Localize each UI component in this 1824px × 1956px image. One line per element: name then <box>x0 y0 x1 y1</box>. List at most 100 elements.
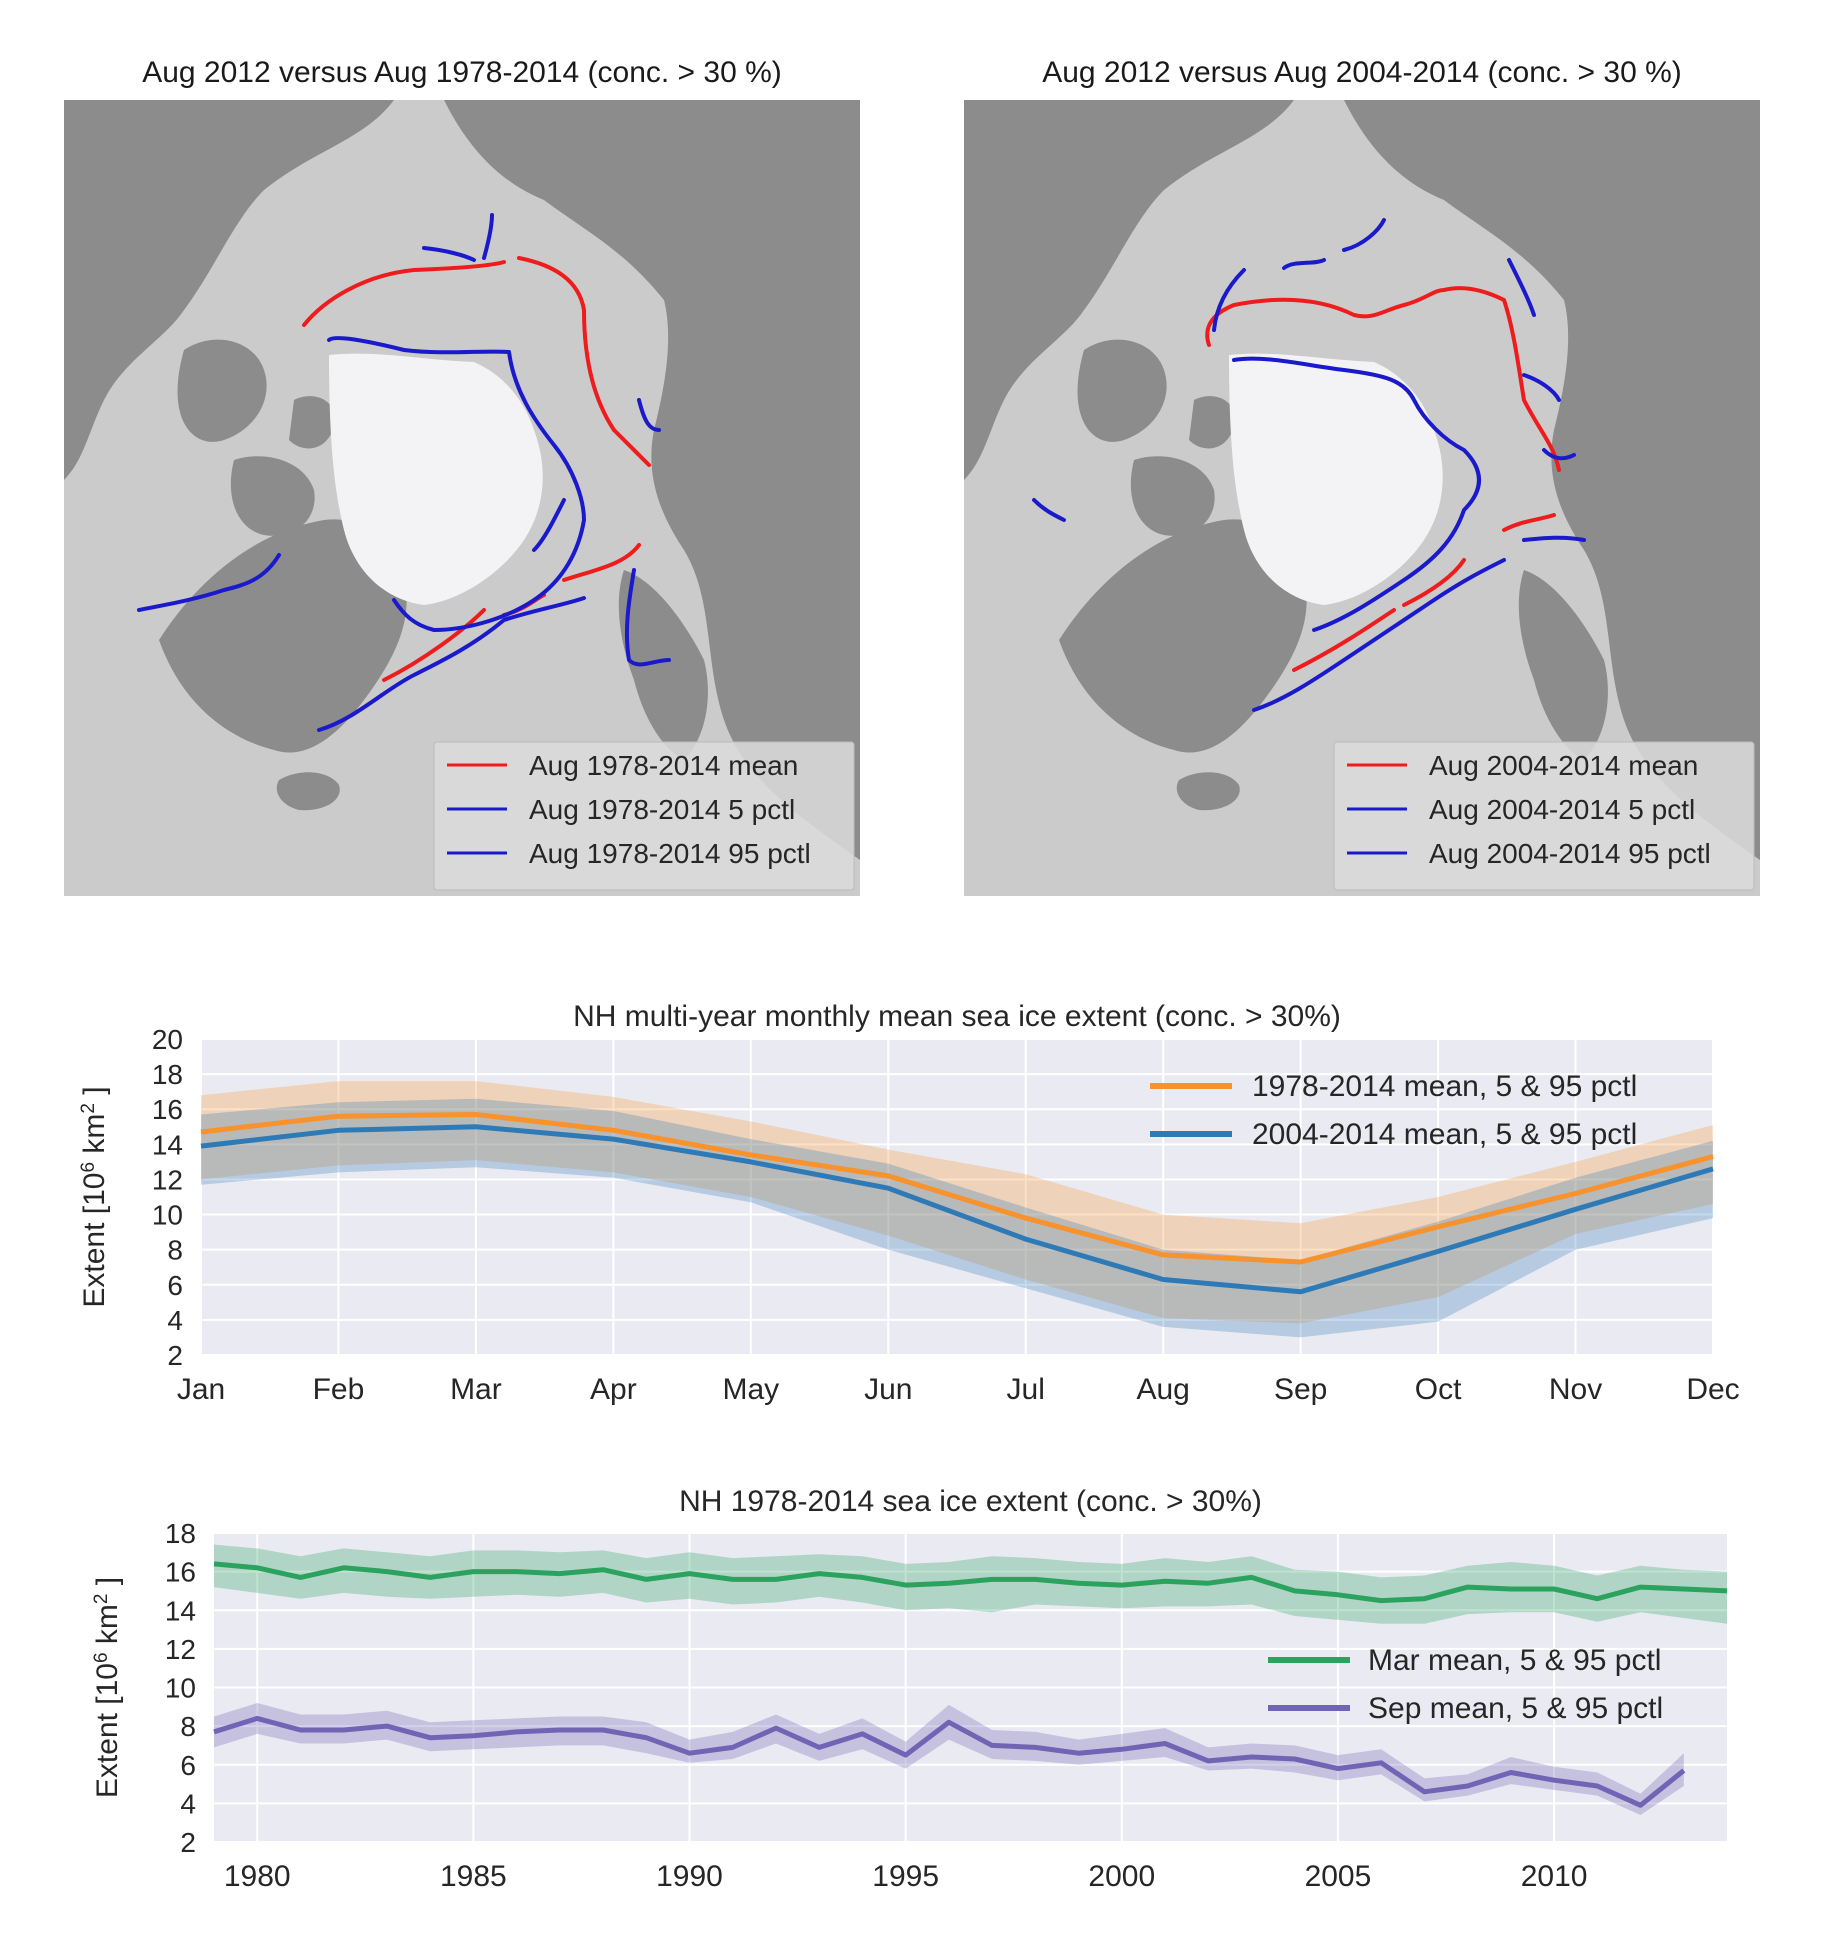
x-tick-label: Mar <box>450 1373 502 1406</box>
map-1-legend: Aug 1978-2014 mean Aug 1978-2014 5 pctl … <box>433 741 855 891</box>
x-tick-label: Jan <box>177 1373 225 1406</box>
mean-contour-greenland-sea <box>1292 558 1466 672</box>
pctl95-contour-atlantic <box>1252 558 1506 712</box>
pctl95-contour-beaufort <box>137 553 281 612</box>
y-axis-label-superscript: 2 <box>91 1594 112 1605</box>
land-north-america <box>64 100 394 480</box>
land-iceland <box>1176 772 1240 811</box>
sea-ice-2012 <box>1229 353 1443 605</box>
map-2-title: Aug 2012 versus Aug 2004-2014 (conc. > 3… <box>1042 56 1682 89</box>
y-tick-label: 18 <box>165 1518 196 1549</box>
y-tick-label: 2 <box>167 1340 183 1371</box>
land-eurasia <box>1344 100 1760 860</box>
x-tick-label: 2000 <box>1088 1860 1155 1893</box>
x-tick-label: Nov <box>1549 1373 1602 1406</box>
x-tick-label: 1985 <box>440 1860 507 1893</box>
x-tick-label: May <box>722 1373 779 1406</box>
pctl-band-1 <box>201 1098 1713 1338</box>
x-tick-label: Apr <box>590 1373 637 1406</box>
y-tick-label: 12 <box>165 1634 196 1665</box>
y-axis-label: Extent [106 km2 ] <box>91 1577 125 1798</box>
y-axis-label-superscript: 6 <box>91 1652 112 1663</box>
pctl95-contour-laptev <box>637 398 661 432</box>
x-tick-label: Sep <box>1274 1373 1327 1406</box>
y-tick-label: 8 <box>167 1235 183 1266</box>
legend-5pctl-label: Aug 2004-2014 5 pctl <box>1429 794 1695 825</box>
annual-extent-chart: NH 1978-2014 sea ice extent (conc. > 30%… <box>91 1485 1728 1893</box>
y-tick-label: 14 <box>152 1129 183 1160</box>
y-tick-label: 12 <box>152 1164 183 1195</box>
pctl95-contour-siberia <box>422 213 494 262</box>
y-tick-label: 6 <box>180 1750 196 1781</box>
legend-label: Mar mean, 5 & 95 pctl <box>1368 1644 1661 1677</box>
legend-95pctl-label: Aug 1978-2014 95 pctl <box>529 838 811 869</box>
pctl95-contour-laptev <box>1507 258 1576 461</box>
y-tick-label: 16 <box>152 1094 183 1125</box>
mean-line-1 <box>200 1124 1714 1295</box>
legend-95pctl-label: Aug 2004-2014 95 pctl <box>1429 838 1711 869</box>
mean-contour-east <box>1502 298 1561 472</box>
y-axis-label-part: ] <box>91 1577 124 1594</box>
mean-line-1 <box>213 1715 1686 1808</box>
pctl95-contour-chukchi <box>1032 498 1066 522</box>
land-canadian-archipelago <box>1077 339 1235 536</box>
chart-title: NH multi-year monthly mean sea ice exten… <box>573 1000 1341 1033</box>
pctl95-contour-atlantic <box>317 596 586 732</box>
legend-mean-label: Aug 2004-2014 mean <box>1429 750 1698 781</box>
land-greenland <box>1059 519 1307 753</box>
y-axis-label-superscript: 2 <box>78 1103 99 1114</box>
map-2-legend: Aug 2004-2014 mean Aug 2004-2014 5 pctl … <box>1333 741 1755 891</box>
mean-contour-barents <box>1502 513 1556 532</box>
pctl5-contour-inner <box>327 336 586 632</box>
mean-line-0 <box>213 1561 1728 1604</box>
pctl95-contour-kara <box>1522 535 1586 542</box>
y-tick-label: 8 <box>180 1711 196 1742</box>
pctl95-contour-kara <box>624 568 671 667</box>
x-tick-label: 2005 <box>1305 1860 1372 1893</box>
y-axis-label-superscript: 6 <box>78 1162 99 1173</box>
pctl-band-0 <box>214 1544 1727 1624</box>
y-axis-label: Extent [106 km2 ] <box>78 1086 112 1307</box>
y-tick-label: 14 <box>165 1595 196 1626</box>
x-tick-label: Aug <box>1136 1373 1189 1406</box>
y-axis-label-part: ] <box>78 1086 111 1103</box>
x-tick-label: Dec <box>1686 1373 1739 1406</box>
land-north-america <box>964 100 1294 480</box>
x-tick-label: Oct <box>1415 1373 1462 1406</box>
monthly-extent-chart: NH multi-year monthly mean sea ice exten… <box>78 1000 1740 1406</box>
legend-label: 2004-2014 mean, 5 & 95 pctl <box>1252 1118 1637 1151</box>
legend-label: 1978-2014 mean, 5 & 95 pctl <box>1252 1070 1637 1103</box>
land-eurasia <box>444 100 860 860</box>
land-scandinavia <box>1518 570 1608 760</box>
mean-line-0 <box>200 1112 1714 1265</box>
pctl95-contour-beaufort <box>1212 218 1386 332</box>
y-tick-label: 16 <box>165 1557 196 1588</box>
y-tick-label: 4 <box>167 1305 183 1336</box>
legend-mean-label: Aug 1978-2014 mean <box>529 750 798 781</box>
chart-title: NH 1978-2014 sea ice extent (conc. > 30%… <box>679 1485 1262 1518</box>
x-tick-label: Jun <box>864 1373 912 1406</box>
legend-5pctl-label: Aug 1978-2014 5 pctl <box>529 794 795 825</box>
mean-contour-barents <box>562 543 641 582</box>
x-tick-label: 1980 <box>224 1860 291 1893</box>
y-tick-label: 10 <box>152 1200 183 1231</box>
land-canadian-archipelago <box>177 339 335 536</box>
mean-contour-north <box>302 260 506 327</box>
land-greenland <box>159 519 407 753</box>
y-tick-label: 10 <box>165 1673 196 1704</box>
y-axis-label-part: Extent [10 <box>91 1663 124 1798</box>
y-tick-label: 4 <box>180 1788 196 1819</box>
map-2: Aug 2004-2014 mean Aug 2004-2014 5 pctl … <box>964 100 1760 896</box>
y-tick-label: 20 <box>152 1024 183 1055</box>
y-axis-label-part: km <box>78 1114 111 1162</box>
sea-ice-2012 <box>329 353 543 605</box>
land-scandinavia <box>618 570 708 760</box>
y-axis-label-part: Extent [10 <box>78 1173 111 1308</box>
y-tick-label: 18 <box>152 1059 183 1090</box>
map-1: Aug 1978-2014 mean Aug 1978-2014 5 pctl … <box>64 100 860 896</box>
land-iceland <box>276 772 340 811</box>
x-tick-label: 1995 <box>872 1860 939 1893</box>
map-1-title: Aug 2012 versus Aug 1978-2014 (conc. > 3… <box>142 56 782 89</box>
legend-label: Sep mean, 5 & 95 pctl <box>1368 1692 1663 1725</box>
